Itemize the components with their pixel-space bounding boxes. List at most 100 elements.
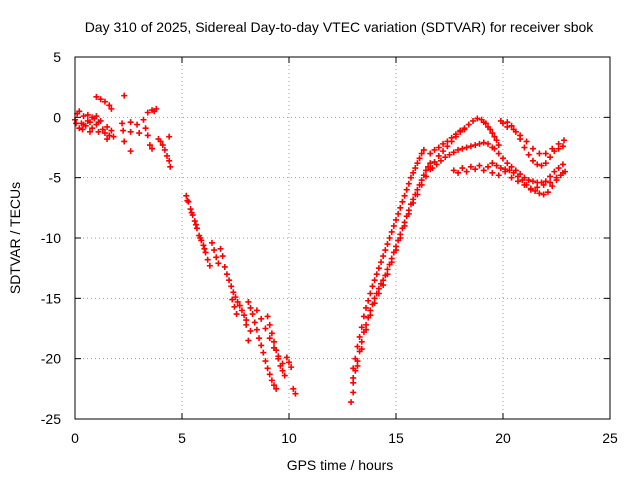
data-point — [489, 160, 496, 167]
data-point — [405, 180, 412, 187]
data-point — [435, 144, 442, 151]
data-point — [127, 148, 134, 155]
y-tick-label: 5 — [53, 49, 61, 65]
data-point — [380, 253, 387, 260]
data-point — [373, 271, 380, 278]
data-point — [271, 344, 278, 351]
data-point — [89, 125, 96, 132]
data-point — [106, 132, 113, 139]
data-point — [416, 155, 423, 162]
data-point — [422, 173, 429, 180]
data-point — [149, 145, 156, 152]
data-point — [476, 140, 483, 147]
data-point — [233, 311, 240, 318]
data-point — [480, 119, 487, 126]
data-point — [495, 142, 502, 149]
data-point — [106, 102, 113, 109]
data-point — [388, 228, 395, 235]
x-tick-label: 15 — [388, 430, 404, 446]
data-point — [188, 209, 195, 216]
data-point — [532, 187, 539, 194]
data-point — [414, 160, 421, 167]
data-point — [356, 333, 363, 340]
data-point — [459, 145, 466, 152]
data-point — [230, 289, 237, 296]
grid — [75, 57, 610, 419]
data-point — [256, 335, 263, 342]
data-point — [275, 353, 282, 360]
data-point — [260, 349, 267, 356]
data-point — [465, 121, 472, 128]
data-point — [121, 92, 128, 99]
data-point — [420, 146, 427, 153]
data-point — [134, 121, 141, 128]
data-point — [450, 167, 457, 174]
data-point — [442, 154, 449, 161]
data-point — [127, 119, 134, 126]
data-point — [540, 181, 547, 188]
data-point — [457, 127, 464, 134]
data-point — [358, 338, 365, 345]
data-point — [485, 140, 492, 147]
data-point — [414, 191, 421, 198]
data-point — [504, 160, 511, 167]
data-point — [521, 144, 528, 151]
data-point — [288, 364, 295, 371]
data-point — [410, 169, 417, 176]
data-point — [508, 122, 515, 129]
data-point — [529, 178, 536, 185]
data-point — [292, 390, 299, 397]
data-point — [238, 307, 245, 314]
data-point — [508, 174, 515, 181]
data-point — [358, 346, 365, 353]
data-point — [354, 362, 361, 369]
data-point — [412, 165, 419, 172]
data-point — [167, 163, 174, 170]
data-point — [245, 337, 252, 344]
data-point — [104, 136, 111, 143]
data-point — [448, 134, 455, 141]
data-point — [529, 157, 536, 164]
data-point — [555, 140, 562, 147]
data-point — [253, 326, 260, 333]
data-point — [271, 382, 278, 389]
data-point — [542, 150, 549, 157]
data-point — [184, 197, 191, 204]
data-point — [384, 241, 391, 248]
data-point — [549, 183, 556, 190]
data-point — [226, 277, 233, 284]
data-point — [418, 150, 425, 157]
data-point — [110, 133, 117, 140]
data-point — [495, 150, 502, 157]
data-point — [264, 313, 271, 320]
data-point — [236, 302, 243, 309]
data-point — [159, 142, 166, 149]
data-point — [517, 132, 524, 139]
data-point — [393, 247, 399, 254]
x-tick-label: 0 — [71, 430, 79, 446]
data-point — [497, 165, 504, 172]
data-point — [202, 249, 209, 256]
data-point — [221, 263, 228, 270]
data-point — [350, 365, 357, 372]
data-point — [253, 307, 260, 314]
data-point — [119, 120, 126, 127]
data-point — [73, 120, 80, 127]
data-point — [547, 154, 554, 161]
data-point — [97, 96, 104, 103]
data-point — [121, 138, 128, 145]
data-point — [144, 109, 151, 116]
data-point — [99, 126, 106, 133]
data-point — [382, 247, 389, 254]
data-point — [559, 169, 566, 176]
data-point — [397, 235, 404, 241]
y-axis-label: SDTVAR / TECUs — [7, 182, 23, 294]
data-point — [371, 300, 378, 307]
data-point — [266, 335, 273, 342]
data-point — [104, 123, 111, 130]
data-point — [108, 105, 115, 112]
data-point — [95, 119, 102, 126]
data-point — [192, 221, 199, 228]
data-point — [378, 259, 385, 266]
data-point — [455, 146, 462, 153]
